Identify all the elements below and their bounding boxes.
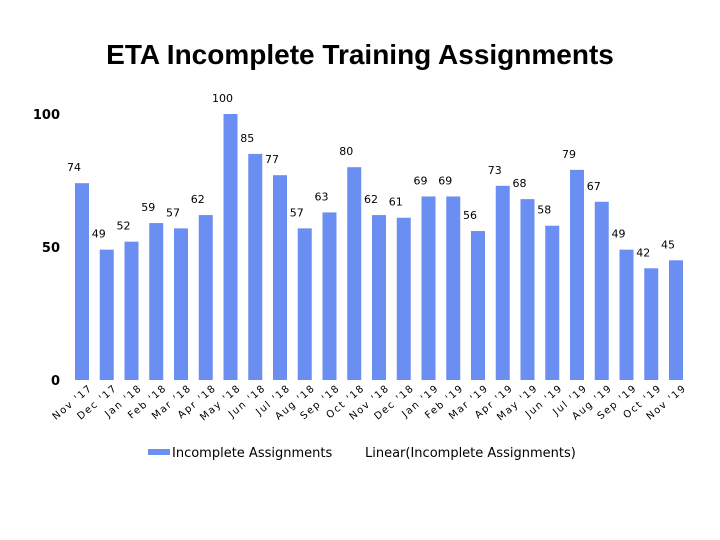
bar-jun-19 [545,225,560,380]
bar-nov-17 [75,183,89,380]
data-label: 80 [339,145,353,158]
bar-may-18 [223,114,238,380]
data-label: 56 [463,209,477,222]
chart-title: ETA Incomplete Training Assignments [106,39,614,70]
data-label: 73 [488,164,502,177]
bar-aug-19 [594,201,609,380]
bar-sep-19 [619,249,634,380]
y-tick-label: 0 [51,374,60,389]
data-label: 62 [191,193,205,206]
data-label: 45 [661,238,675,251]
bar-feb-18 [149,223,164,380]
data-label: 52 [117,220,131,233]
bar-apr-19 [495,185,510,380]
data-labels: 74 49 52 59 57 62 100 85 77 57 63 80 62 61 69 69 56 73 68 5… [67,92,675,259]
bar-oct-18 [347,167,362,380]
legend: Incomplete Assignments Linear(Incomplete… [148,446,576,461]
data-label: 63 [315,190,329,203]
data-label: 100 [212,92,233,105]
bar-apr-18 [198,215,213,380]
data-label: 79 [562,148,576,161]
bar-jul-18 [273,175,287,380]
data-label: 67 [587,180,601,193]
bar-jul-19 [570,169,584,380]
bar-sep-18 [322,212,337,380]
legend-swatch-incomplete-assignments [148,449,170,455]
bar-feb-19 [446,196,461,380]
data-label: 62 [364,193,378,206]
bar-series [75,114,683,380]
legend-label-linear-trend: Linear(Incomplete Assignments) [365,446,576,461]
data-label: 69 [414,174,428,187]
data-label: 58 [537,204,551,217]
y-axis: 0 50 100 [33,108,60,389]
data-label: 59 [141,201,155,214]
data-label: 85 [240,132,254,145]
data-label: 57 [166,206,180,219]
bar-oct-19 [644,268,659,380]
bar-jun-18 [248,153,263,380]
data-label: 49 [92,228,106,241]
bar-dec-18 [396,217,411,380]
data-label: 57 [290,206,304,219]
bar-jan-18 [124,241,139,380]
data-label: 42 [636,246,650,259]
data-label: 74 [67,161,81,174]
data-label: 61 [389,196,403,209]
data-label: 68 [513,177,527,190]
bar-mar-19 [471,231,485,380]
data-label: 69 [438,174,452,187]
y-tick-label: 100 [33,108,60,123]
data-label: 77 [265,153,279,166]
bar-jan-19 [421,196,436,380]
legend-label-incomplete-assignments: Incomplete Assignments [172,446,332,461]
bar-nov-19 [669,260,683,380]
bar-aug-18 [297,228,312,380]
bar-nov-18 [372,215,386,380]
data-label: 49 [612,228,626,241]
bar-may-19 [520,199,535,380]
bar-dec-17 [99,249,114,380]
y-tick-label: 50 [42,241,60,256]
bar-mar-18 [174,228,188,380]
